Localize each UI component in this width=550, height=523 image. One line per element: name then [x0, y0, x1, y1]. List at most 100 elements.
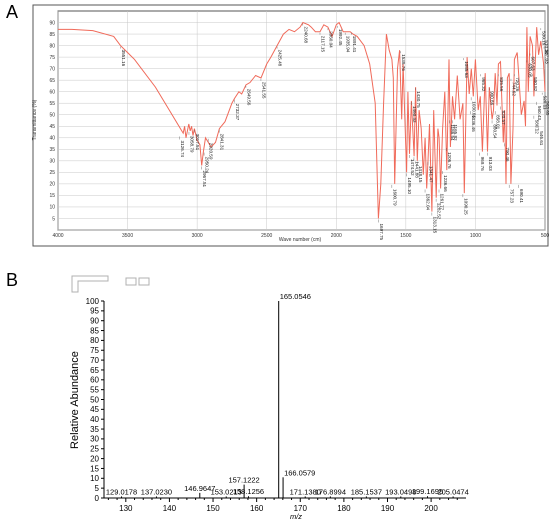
ir-y-tick-label: 85: [49, 32, 55, 38]
ir-y-tick-label: 25: [49, 170, 55, 176]
ir-peak-label: 1236.66: [443, 175, 448, 192]
ir-peak-label: 1362.04: [426, 194, 431, 211]
ms-y-tick-label: 0: [95, 494, 100, 503]
ir-y-tick-label: 10: [49, 205, 55, 211]
ms-y-tick-label: 95: [90, 307, 99, 316]
ir-x-axis-label: Wave number (cm): [279, 237, 322, 243]
toolbar-box-icon: [138, 277, 150, 286]
ir-peak-label: 2732.37: [235, 104, 240, 121]
ir-peak-label: 1090.25: [463, 198, 468, 215]
ms-y-tick-label: 90: [90, 317, 99, 326]
ir-y-tick-label: 45: [49, 124, 55, 130]
ms-y-tick-label: 25: [90, 445, 99, 454]
ir-peak-label: 2240.68: [303, 27, 308, 44]
ir-peak-label: 969.76: [480, 157, 485, 171]
ir-peak-label: 520.11: [543, 96, 548, 110]
ir-peak-label: 1313.15: [432, 217, 437, 234]
ms-y-tick-label: 70: [90, 356, 99, 365]
ir-peak-label: 2060.04: [328, 31, 333, 48]
ms-x-ticks: 130 140 150 160 170 180 190 200: [107, 498, 458, 513]
ir-transmittance-curve: [58, 21, 546, 219]
ir-outer-frame: [32, 4, 549, 247]
ir-peak-label: 580.12: [534, 120, 539, 134]
ir-peak-label: 1474.52: [410, 159, 415, 176]
ir-peak-label: 2967.51: [202, 170, 207, 187]
ms-y-tick-label: 100: [86, 297, 100, 306]
ir-peak-label: 607.63: [531, 56, 536, 70]
ms-peak-label: 176.8994: [315, 487, 346, 496]
ir-peak-label: 3126.74: [180, 140, 185, 157]
ms-y-tick-label: 75: [90, 346, 99, 355]
ir-x-tick-label: 3000: [192, 233, 203, 239]
ms-x-tick-label: 200: [424, 504, 438, 513]
ir-peak-label: 858.01: [496, 115, 501, 129]
ir-peak-label: 590.82: [533, 77, 538, 91]
ir-peak-label: 2649.56: [246, 89, 251, 106]
ir-peak-label: 1891.41: [352, 36, 357, 53]
mass-spectrum-chart: 0510152025303540455055606570758085909510…: [69, 275, 469, 521]
ms-peak-label: 185.1537: [351, 487, 382, 496]
ms-y-axis-label: Relative Abundance: [69, 351, 81, 449]
ir-y-tick-label: 70: [49, 66, 55, 72]
ir-peak-label: 1418.15: [418, 166, 423, 183]
ms-y-tick-label: 40: [90, 415, 99, 424]
ir-y-tick-label: 60: [49, 89, 55, 95]
ms-x-tick-label: 170: [294, 504, 308, 513]
ir-peak-label: 1341.47: [428, 166, 433, 183]
ir-y-tick-label: 30: [49, 159, 55, 165]
ir-peak-label: 1441.88: [414, 161, 419, 178]
ms-peak-label: 157.1222: [228, 476, 259, 485]
ir-peak-label: 507.03: [545, 50, 550, 64]
ms-peak-label: 129.0178: [106, 487, 137, 496]
ir-y-tick-label: 40: [49, 136, 55, 142]
ir-peak-label: 1935.94: [346, 36, 351, 53]
ir-y-tick-label: 15: [49, 193, 55, 199]
ir-peak-label: 790.46: [505, 147, 510, 161]
ms-y-tick-label: 45: [90, 405, 99, 414]
ir-peak-label: 2541.55: [261, 82, 266, 99]
ir-y-tick-label: 80: [49, 43, 55, 49]
ir-y-ticks: 5 10 15 20 25 30 35 40 45 50 55 60 65 70 75 80 85 90: [49, 20, 55, 222]
ms-y-tick-label: 50: [90, 395, 99, 404]
ir-y-tick-label: 50: [49, 113, 55, 119]
ir-peak-label: 2920.59: [209, 143, 214, 160]
ir-peak-label: 1460.32: [412, 106, 417, 123]
ir-peak-label: 3058.79: [189, 136, 194, 153]
ir-peak-label: 1036.46: [471, 115, 476, 132]
ir-peak-label: 510.34: [544, 40, 549, 54]
ir-peak-label: 1282.52: [437, 203, 442, 220]
ir-y-tick-label: 35: [49, 147, 55, 153]
ms-peak-label: 137.0230: [141, 487, 172, 496]
ir-peak-label: 1430.75: [416, 91, 421, 108]
toolbar-glyphs: [71, 275, 150, 293]
ir-y-axis-label: Transmittance (%): [32, 99, 38, 140]
ir-peak-label: 900.86: [490, 91, 495, 105]
toolbar-box-icon: [125, 277, 137, 286]
ir-peak-label: 1165.82: [453, 124, 458, 141]
ir-peak-label: 1030.66: [472, 101, 477, 118]
ir-peak-label: 546.61: [539, 131, 544, 145]
ir-peak-label: 1697.75: [379, 223, 384, 240]
ir-peak-label: 1085.63: [464, 61, 469, 78]
ms-peak-label: 199.1695: [412, 487, 443, 496]
ms-x-tick-label: 180: [337, 504, 351, 513]
ms-peak-label: 153.0213: [211, 487, 242, 496]
ir-peak-labels: 3551.16 3126.74 3058.79 3017.51 2967.512950.…: [120, 23, 550, 241]
ms-x-tick-label: 130: [119, 504, 133, 513]
ir-y-tick-label: 75: [49, 55, 55, 61]
ir-peak-label: 2117.15: [320, 36, 325, 53]
ms-x-tick-label: 160: [250, 504, 264, 513]
ir-x-tick-label: 1500: [400, 233, 411, 239]
ir-peak-label: 3551.16: [121, 50, 126, 67]
ir-peak-label: 1538.76: [401, 54, 406, 71]
ir-x-tick-label: 2000: [331, 233, 342, 239]
ms-y-tick-label: 20: [90, 454, 99, 463]
ir-peak-label: 965.32: [481, 77, 486, 91]
ir-y-tick-label: 20: [49, 182, 55, 188]
ir-x-ticks: 4000 3500 3000 2500 2000 1500 1000 500: [52, 233, 549, 239]
ir-peak-label: 2950.24: [205, 157, 210, 174]
ms-x-tick-label: 150: [206, 504, 220, 513]
ir-peak-label: 1600.79: [392, 189, 397, 206]
panel-a-letter: A: [6, 2, 19, 22]
